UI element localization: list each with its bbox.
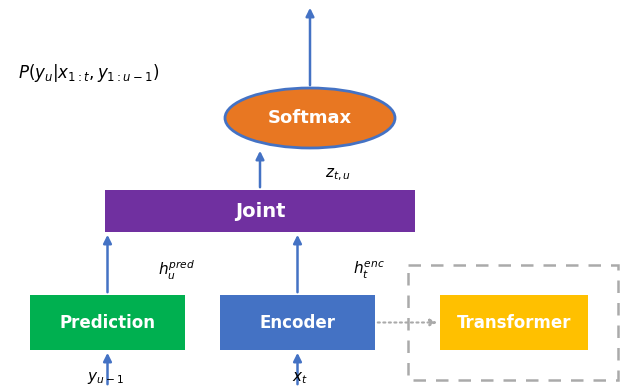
Text: Softmax: Softmax xyxy=(268,109,352,127)
Text: $h_t^{enc}$: $h_t^{enc}$ xyxy=(353,260,385,281)
Text: $x_t$: $x_t$ xyxy=(292,370,308,386)
FancyBboxPatch shape xyxy=(220,295,375,350)
Ellipse shape xyxy=(225,88,395,148)
FancyBboxPatch shape xyxy=(440,295,588,350)
Text: $h_u^{pred}$: $h_u^{pred}$ xyxy=(158,258,195,281)
Text: $y_{u-1}$: $y_{u-1}$ xyxy=(87,370,124,386)
Text: Transformer: Transformer xyxy=(457,314,571,332)
FancyBboxPatch shape xyxy=(30,295,185,350)
Text: Encoder: Encoder xyxy=(259,314,335,332)
Text: Prediction: Prediction xyxy=(60,314,156,332)
Text: $z_{t,u}$: $z_{t,u}$ xyxy=(325,167,351,183)
Text: Joint: Joint xyxy=(235,201,285,221)
Text: $P(y_u|x_{1:t}, y_{1:u-1})$: $P(y_u|x_{1:t}, y_{1:u-1})$ xyxy=(18,62,160,84)
FancyBboxPatch shape xyxy=(105,190,415,232)
